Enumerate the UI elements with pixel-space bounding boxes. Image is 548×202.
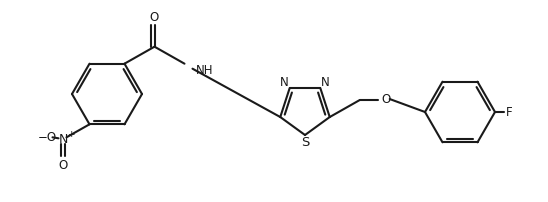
Text: NH: NH [196,64,213,77]
Text: N: N [281,77,289,89]
Text: F: F [506,105,512,119]
Text: N: N [321,77,330,89]
Text: +: + [67,130,74,139]
Text: S: S [301,136,309,148]
Text: −O: −O [38,131,57,144]
Text: N: N [59,133,68,146]
Text: O: O [59,159,68,172]
Text: O: O [381,93,390,105]
Text: O: O [150,11,159,24]
